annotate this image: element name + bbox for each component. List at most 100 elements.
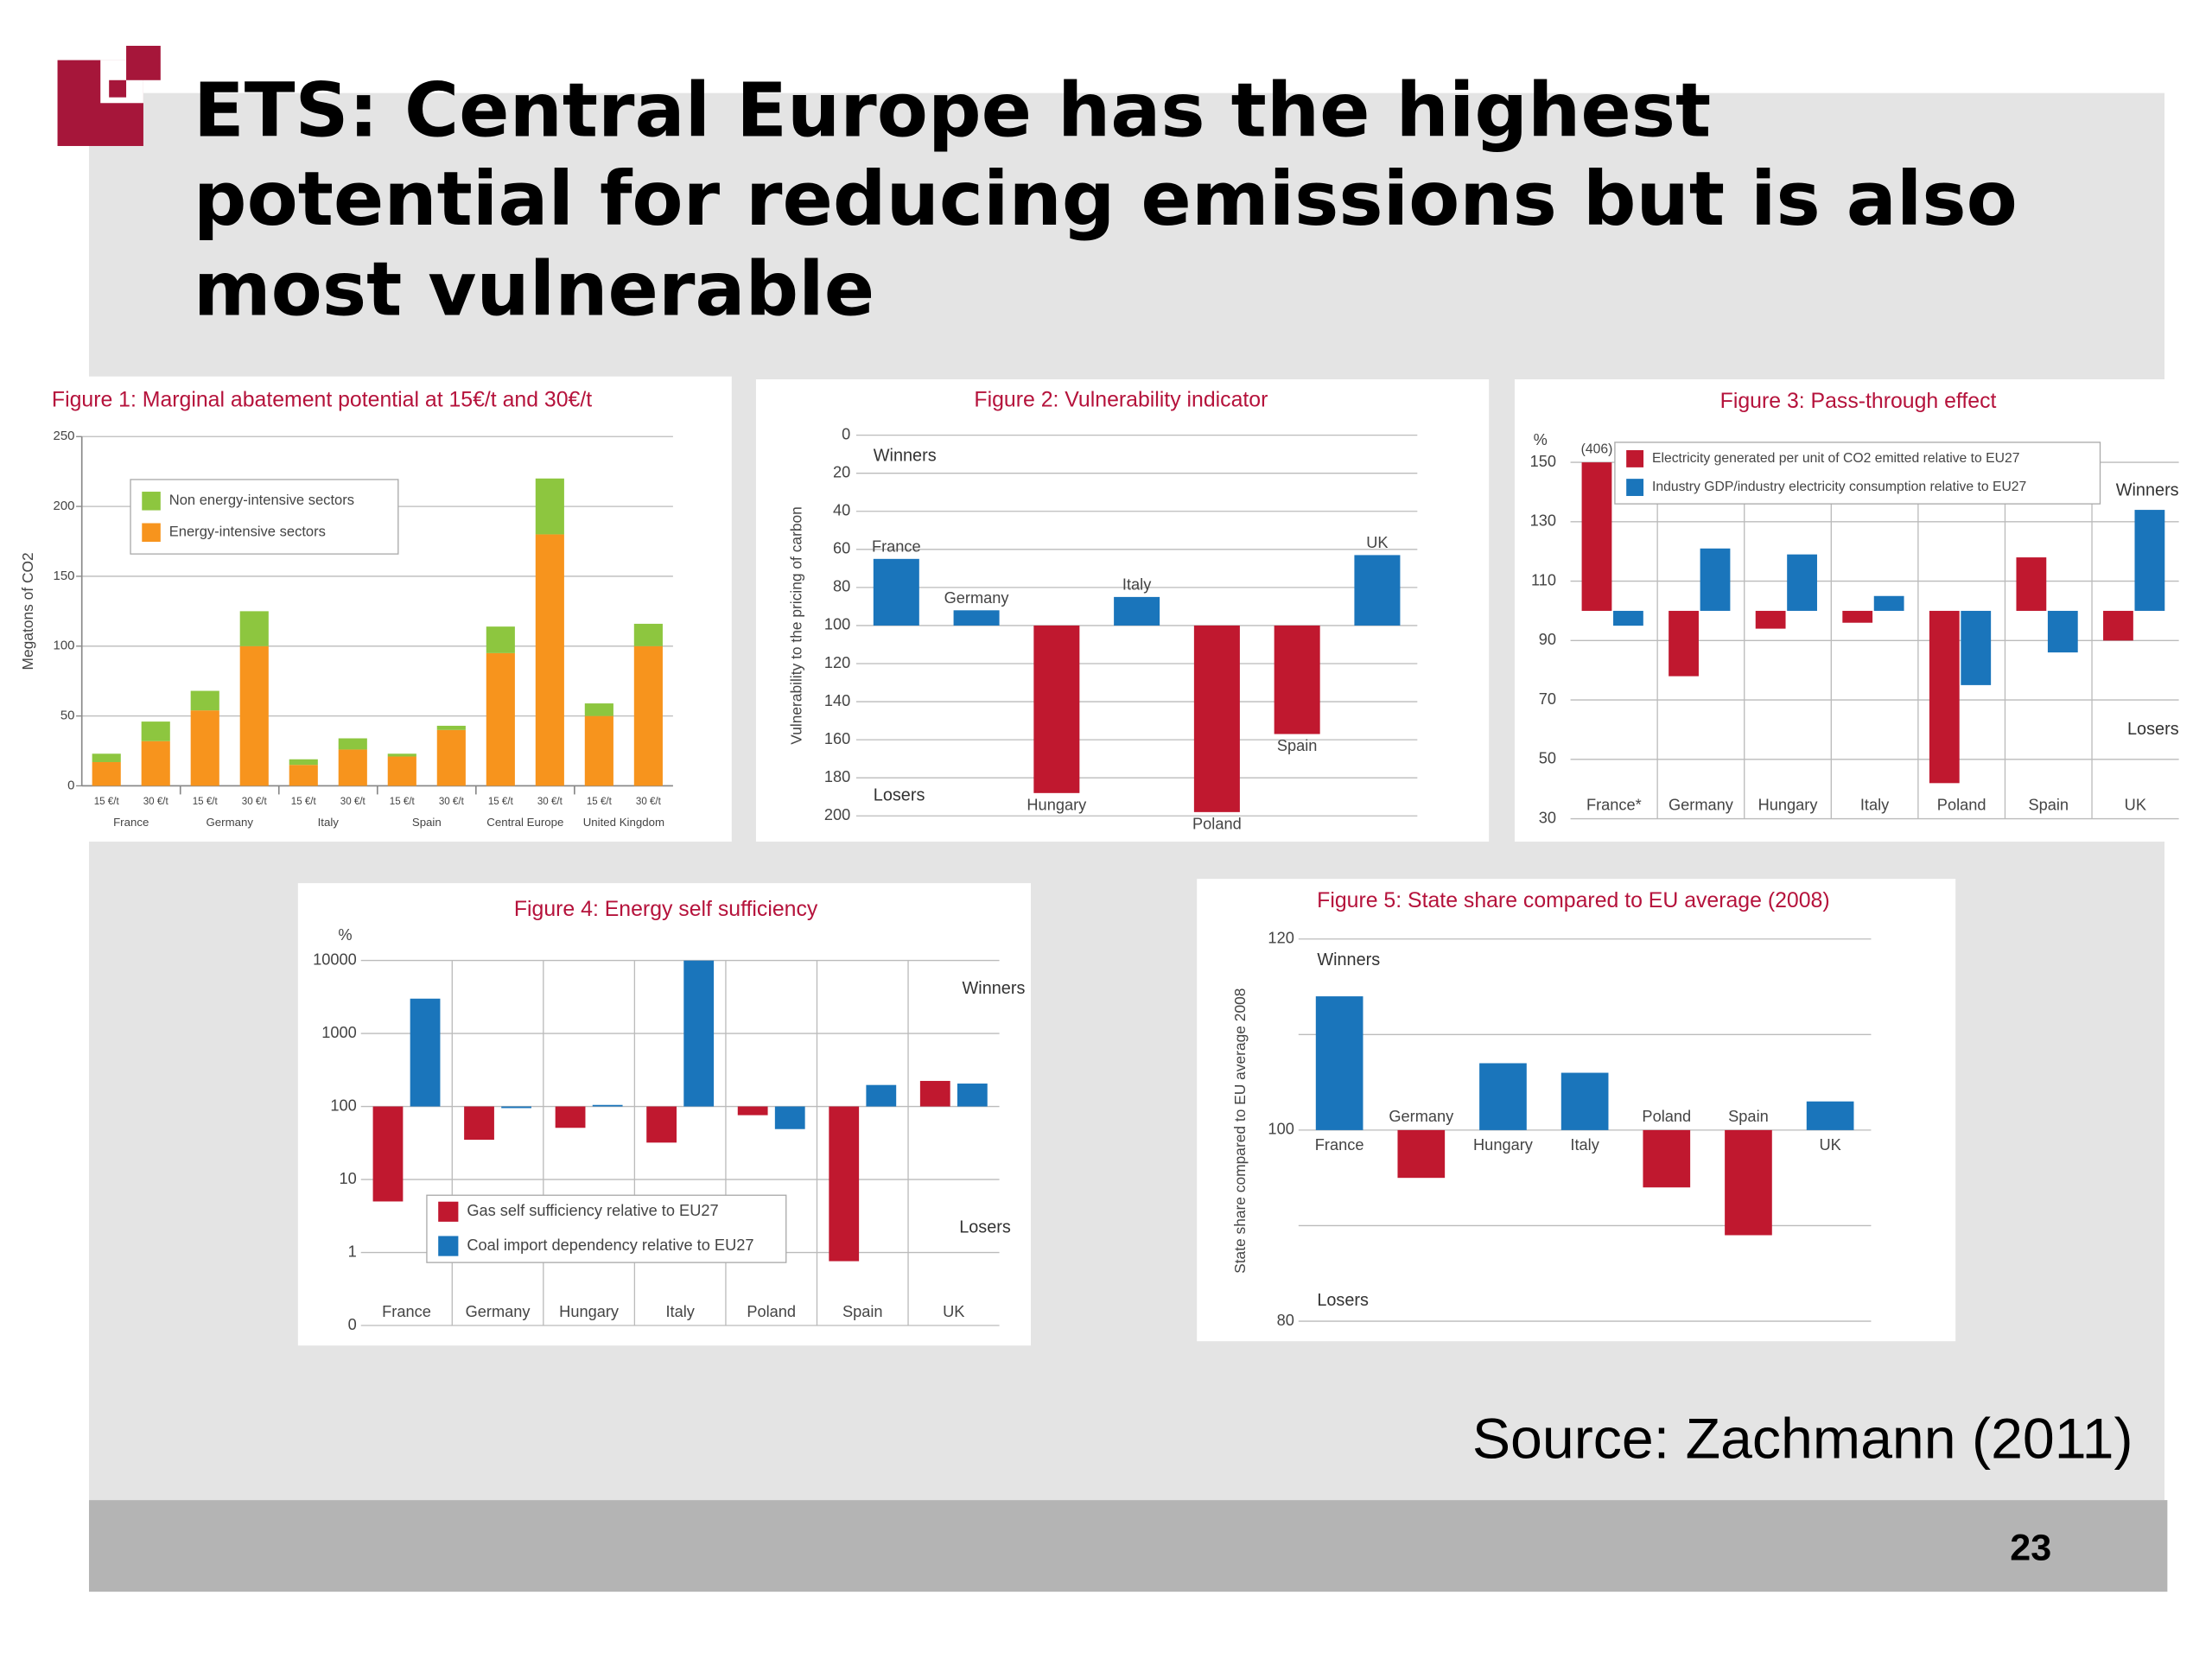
slide-title: ETS: Central Europe has the highest	[194, 67, 1711, 154]
annotation: Losers	[874, 785, 925, 804]
category-label: Italy	[1122, 575, 1152, 593]
bar	[1725, 1129, 1772, 1236]
bar	[1787, 554, 1817, 611]
x-tick-label: Poland	[1937, 796, 1986, 813]
legend-swatch	[142, 492, 161, 511]
y-tick-label: 150	[1530, 453, 1556, 470]
bar-segment	[486, 626, 515, 653]
y-tick-label: 50	[1539, 750, 1556, 767]
chart-title: Figure 1: Marginal abatement potential a…	[52, 388, 592, 411]
category-label: Poland	[1642, 1108, 1691, 1125]
bar	[1560, 1072, 1609, 1130]
y-tick-label: 100	[54, 639, 75, 653]
footer-bar	[88, 1500, 2168, 1592]
bar-segment	[486, 652, 515, 786]
chart-title: Figure 4: Energy self sufficiency	[514, 898, 818, 921]
x-tick-label: 15 €/t	[193, 797, 219, 807]
legend-label: Industry GDP/industry electricity consum…	[1652, 480, 2026, 494]
legend-label: Non energy-intensive sectors	[169, 492, 354, 508]
bar	[410, 998, 441, 1107]
bar	[1354, 555, 1401, 626]
legend-label: Electricity generated per unit of CO2 em…	[1652, 451, 2019, 466]
legend-box	[426, 1194, 787, 1263]
legend-swatch	[438, 1201, 459, 1222]
x-tick-label: Poland	[747, 1303, 796, 1320]
source: Source: Zachmann (2011)	[1472, 1407, 2133, 1471]
y-tick-label: 100	[1268, 1121, 1294, 1138]
bar	[2047, 610, 2078, 653]
chart-title: Figure 2: Vulnerability indicator	[974, 388, 1268, 411]
group-label: Spain	[412, 816, 442, 829]
category-label: Hungary	[1473, 1136, 1534, 1154]
bar	[919, 1080, 950, 1107]
bar-segment	[92, 761, 121, 786]
y-tick-label: 1000	[321, 1024, 357, 1041]
chart: Figure 2: Vulnerability indicator 0 20 40 60…	[755, 378, 1490, 842]
bar-segment	[338, 749, 367, 786]
bar-segment	[387, 756, 416, 786]
bar-segment	[239, 611, 269, 646]
legend-swatch	[438, 1236, 459, 1256]
y-tick-label: 40	[833, 502, 850, 519]
slide-title: most vulnerable	[194, 246, 874, 333]
category-label: UK	[1366, 534, 1388, 551]
x-tick-label: 15 €/t	[291, 797, 317, 807]
bar	[1114, 596, 1160, 626]
bar	[1193, 625, 1240, 812]
bar	[953, 610, 1000, 626]
bar	[1929, 610, 1960, 784]
bar	[2134, 510, 2165, 611]
logo	[57, 46, 161, 146]
bar	[2103, 610, 2133, 641]
bar	[873, 558, 919, 626]
bar-segment	[239, 645, 269, 786]
annotation: Losers	[959, 1218, 1011, 1237]
bar-segment	[289, 765, 318, 786]
legend-swatch	[1626, 479, 1644, 497]
y-axis-label: State share compared to EU average 2008	[1231, 988, 1249, 1274]
x-tick-label: UK	[943, 1303, 964, 1320]
category-label: Spain	[1277, 737, 1318, 754]
y-tick-label: 30	[1539, 809, 1556, 826]
category-label: Poland	[1192, 816, 1242, 833]
group-label: Italy	[318, 816, 340, 829]
category-label: Italy	[1570, 1136, 1599, 1154]
y-tick-label: 120	[824, 654, 850, 671]
legend-label: Energy-intensive sectors	[169, 524, 326, 540]
x-tick-label: 30 €/t	[242, 797, 268, 807]
y-tick-label: 250	[54, 429, 75, 443]
legend-swatch	[1626, 450, 1644, 467]
bar-segment	[141, 721, 170, 741]
legend: Non energy-intensive sectors Energy-inten…	[130, 479, 399, 555]
bar-segment	[633, 623, 663, 646]
bar	[646, 1106, 677, 1143]
bar	[1961, 610, 1992, 685]
bar	[372, 1106, 404, 1202]
chart: Figure 5: State share compared to EU ave…	[1197, 879, 1956, 1342]
slide-title: potential for reducing emissions but is …	[194, 156, 2018, 243]
y-tick-label: 0	[842, 425, 850, 442]
y-tick-label: 80	[833, 578, 850, 595]
y-tick-label: 150	[54, 569, 75, 583]
x-tick-label: Hungary	[1758, 796, 1819, 813]
bar	[592, 1104, 623, 1107]
bar	[957, 1084, 988, 1107]
y-tick-label: 200	[824, 806, 850, 823]
chart-title: Figure 5: State share compared to EU ave…	[1317, 889, 1829, 912]
chart: Figure 1: Marginal abatement potential a…	[11, 376, 732, 842]
x-tick-label: 15 €/t	[587, 797, 613, 807]
bar	[1669, 610, 1699, 677]
category-label: France	[872, 537, 921, 555]
x-tick-label: 30 €/t	[537, 797, 563, 807]
bar-segment	[141, 741, 170, 786]
logo-small-square	[126, 46, 161, 80]
legend-box	[130, 479, 399, 555]
bar	[1033, 625, 1080, 793]
bar	[1479, 1063, 1527, 1130]
bar	[1397, 1129, 1446, 1179]
bar	[774, 1106, 805, 1129]
bar-segment	[190, 690, 219, 711]
bar-segment	[190, 710, 219, 786]
